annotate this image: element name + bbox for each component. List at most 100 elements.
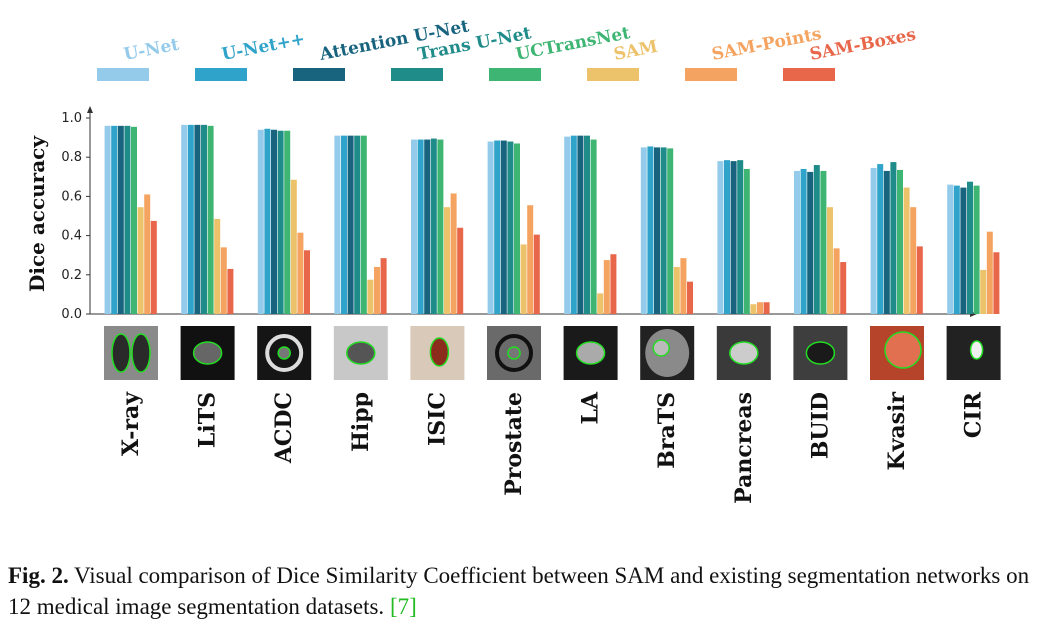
bar <box>980 269 987 314</box>
bar <box>903 187 910 314</box>
bar <box>960 187 967 314</box>
dataset-thumbnails <box>104 326 1001 380</box>
x-tick-label: X-ray <box>118 391 144 456</box>
bar <box>304 250 310 314</box>
bar <box>417 139 424 314</box>
y-tick-label: 0.4 <box>61 229 82 244</box>
x-tick-label: ISIC <box>424 392 450 446</box>
legend-label: U-Net++ <box>220 29 307 65</box>
thumbnail-pancreas <box>716 326 771 380</box>
thumbnail-prostate <box>487 326 541 380</box>
bar <box>910 207 917 314</box>
legend-swatch <box>97 68 149 81</box>
bar <box>367 279 374 314</box>
bar <box>687 281 693 314</box>
bar <box>227 268 234 314</box>
thumbnail-buid <box>793 326 848 380</box>
bar <box>264 128 271 314</box>
bar <box>564 136 571 314</box>
bar <box>967 181 973 314</box>
x-tick-label: Kvasir <box>884 392 910 471</box>
bar <box>743 168 750 314</box>
bar <box>271 129 277 314</box>
bar <box>124 125 131 314</box>
bar <box>341 135 347 314</box>
bar <box>986 231 993 314</box>
bar <box>870 167 877 314</box>
bar <box>577 135 584 314</box>
y-tick-label: 0.6 <box>61 189 82 204</box>
legend-swatch <box>293 68 345 81</box>
bar <box>840 262 847 314</box>
bar <box>437 139 444 314</box>
thumbnail-hipp <box>333 326 388 380</box>
caption-fig-label: Fig. 2. <box>8 563 69 588</box>
bar <box>570 135 577 314</box>
x-tick-label: LA <box>578 391 604 424</box>
thumbnail-isic <box>410 326 465 380</box>
legend-label: SAM-Boxes <box>808 25 917 65</box>
legend-swatch <box>489 68 541 81</box>
legend-label: SAM-Points <box>710 24 823 65</box>
y-axis-arrow <box>87 106 93 113</box>
bar <box>194 124 201 314</box>
bar <box>187 124 194 314</box>
bar <box>807 171 814 314</box>
bar <box>500 140 507 314</box>
bar <box>827 207 833 314</box>
bar <box>813 165 820 314</box>
bar <box>717 161 724 314</box>
bar <box>457 227 464 314</box>
x-tick-label: CIR <box>961 391 987 438</box>
bar <box>507 141 514 314</box>
y-axis: 0.0 0.2 0.4 0.6 0.8 1.0 Dice accuracy <box>25 106 977 322</box>
bar <box>207 125 214 314</box>
bar <box>181 124 188 314</box>
bar <box>520 244 527 314</box>
y-tick-label: 0.8 <box>61 150 82 165</box>
bar <box>444 207 450 314</box>
bar <box>680 258 687 314</box>
bar <box>527 205 534 314</box>
category-labels: X-ray LiTS ACDC Hipp ISIC Prostate LA BraTS Panc… <box>118 391 987 504</box>
thumbnail-lits <box>180 326 235 380</box>
bar <box>973 185 980 314</box>
bar <box>297 232 304 314</box>
caption-reference-link[interactable]: [7] <box>389 594 417 619</box>
bar <box>590 139 597 314</box>
thumbnail-cir <box>946 326 1001 380</box>
bar <box>144 194 151 314</box>
caption-text: Visual comparison of Dice Similarity Coe… <box>8 563 1030 619</box>
bar <box>640 147 647 314</box>
bar <box>603 260 610 314</box>
bar <box>757 302 763 314</box>
bar <box>347 135 354 314</box>
bar <box>724 160 730 314</box>
thumbnail-x-ray <box>104 326 158 380</box>
y-tick-label: 0.2 <box>61 268 82 283</box>
bar <box>953 185 960 314</box>
bar <box>993 252 1000 314</box>
bar <box>257 129 264 314</box>
bar <box>597 293 604 314</box>
bar <box>514 143 520 314</box>
bar <box>667 148 674 314</box>
bar <box>890 162 897 314</box>
x-tick-label: Hipp <box>348 392 374 452</box>
bar <box>277 130 284 314</box>
bars <box>104 124 1000 314</box>
bar <box>730 161 737 314</box>
thumbnail-la <box>563 326 618 380</box>
x-tick-label: Prostate <box>501 392 527 496</box>
bar <box>117 125 124 314</box>
bar <box>104 125 111 314</box>
legend-swatch <box>391 68 443 81</box>
bar <box>800 168 807 314</box>
bar <box>750 304 757 314</box>
bar <box>673 266 680 314</box>
bar <box>947 184 954 314</box>
bar <box>111 125 118 314</box>
bar <box>610 254 617 314</box>
